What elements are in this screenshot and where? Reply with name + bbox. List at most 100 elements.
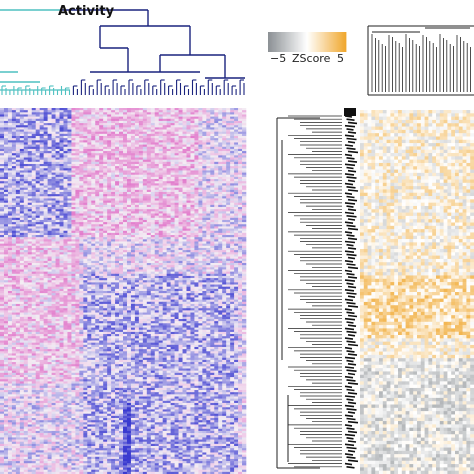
heat-cell xyxy=(142,161,148,165)
heat-cell xyxy=(55,133,60,137)
heat-cell xyxy=(138,209,144,212)
heat-cell xyxy=(59,198,64,201)
heat-cell xyxy=(166,200,171,204)
heat-cell xyxy=(55,146,60,150)
heat-cell xyxy=(103,151,108,154)
heat-cell xyxy=(71,217,76,221)
heat-cell xyxy=(3,194,9,197)
heat-cell xyxy=(67,163,72,167)
heat-cell xyxy=(47,123,52,126)
heat-cell xyxy=(107,209,112,212)
heat-cell xyxy=(27,153,33,156)
heat-cell xyxy=(214,237,219,240)
heat-cell xyxy=(162,140,167,143)
heat-cell xyxy=(7,157,13,160)
heat-cell xyxy=(115,108,120,111)
heat-cell xyxy=(55,108,60,111)
heat-cell xyxy=(43,198,48,201)
heat-cell xyxy=(162,191,167,195)
heat-cell xyxy=(222,226,227,229)
heat-cell xyxy=(107,243,112,247)
heat-cell xyxy=(3,273,9,277)
heat-cell xyxy=(115,123,120,126)
heat-cell xyxy=(178,159,183,163)
heat-cell xyxy=(27,241,33,244)
heat-cell xyxy=(210,166,215,169)
heat-cell xyxy=(11,224,17,227)
heat-cell xyxy=(115,138,120,141)
heat-cell xyxy=(19,254,25,257)
heat-cell xyxy=(178,185,183,188)
heat-cell xyxy=(119,174,124,178)
heat-cell xyxy=(103,213,108,216)
heat-cell xyxy=(210,204,215,208)
heat-cell xyxy=(95,146,100,150)
heat-cell xyxy=(95,265,100,268)
heat-cell xyxy=(87,213,92,216)
heat-cell xyxy=(3,209,9,212)
heat-cell xyxy=(198,237,203,240)
heat-cell xyxy=(162,168,167,171)
heat-cell xyxy=(3,176,9,180)
heat-cell xyxy=(67,224,72,227)
heat-cell xyxy=(178,153,183,156)
heat-cell xyxy=(71,138,76,141)
heat-cell xyxy=(91,116,96,120)
heat-cell xyxy=(154,131,160,135)
heat-cell xyxy=(230,133,235,137)
heat-cell xyxy=(162,133,167,137)
heat-cell xyxy=(182,108,187,111)
heat-cell xyxy=(230,166,235,169)
heat-cell xyxy=(226,179,231,182)
heat-cell xyxy=(154,161,160,165)
heat-cell xyxy=(55,267,60,270)
heat-cell xyxy=(119,237,124,240)
heat-cell xyxy=(111,191,116,195)
heat-cell xyxy=(202,161,207,165)
heat-cell xyxy=(198,176,203,180)
heat-cell xyxy=(55,125,60,128)
heat-cell xyxy=(198,131,203,135)
heat-cell xyxy=(150,166,156,169)
heat-cell xyxy=(130,222,136,225)
heat-cell xyxy=(186,200,191,204)
heat-cell xyxy=(222,110,227,113)
heat-cell xyxy=(79,135,84,139)
heat-cell xyxy=(142,168,148,171)
heat-cell xyxy=(3,224,9,227)
heat-cell xyxy=(0,207,5,210)
heat-cell xyxy=(63,129,68,132)
heat-cell xyxy=(7,131,13,135)
heat-cell xyxy=(95,196,100,199)
heat-cell xyxy=(119,138,124,141)
heat-cell xyxy=(59,112,64,115)
heat-cell xyxy=(71,170,76,173)
heat-cell xyxy=(123,200,128,204)
heat-cell xyxy=(123,235,128,238)
heat-cell xyxy=(138,222,144,225)
heat-cell xyxy=(123,237,128,240)
heat-cell xyxy=(190,174,195,178)
heat-cell xyxy=(126,245,132,249)
heat-cell xyxy=(11,174,17,178)
heat-cell xyxy=(230,228,235,232)
heat-cell xyxy=(107,144,112,148)
heat-cell xyxy=(234,123,239,126)
heat-cell xyxy=(63,258,68,262)
heat-cell xyxy=(174,176,179,180)
heat-cell xyxy=(170,271,175,275)
heat-cell xyxy=(19,140,25,143)
heat-cell xyxy=(158,243,163,247)
heat-cell xyxy=(210,215,215,219)
heat-cell xyxy=(39,217,44,221)
heat-cell xyxy=(138,267,144,270)
heat-cell xyxy=(210,226,215,229)
heat-cell xyxy=(47,196,52,199)
heat-cell xyxy=(138,174,144,178)
heat-cell xyxy=(198,146,203,150)
heat-cell xyxy=(83,191,88,195)
heat-cell xyxy=(190,142,195,145)
heat-cell xyxy=(142,273,148,277)
heat-cell xyxy=(238,196,243,199)
heat-cell xyxy=(138,112,144,115)
